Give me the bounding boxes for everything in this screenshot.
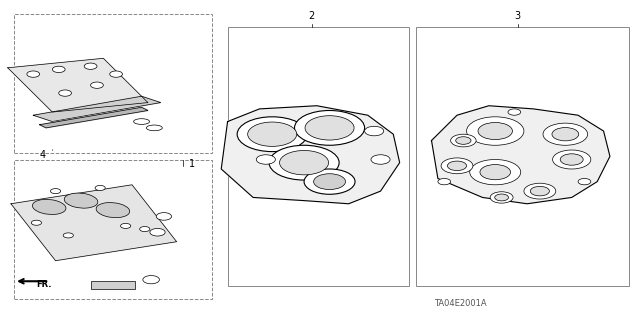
Ellipse shape <box>134 119 150 124</box>
Circle shape <box>495 194 509 201</box>
Ellipse shape <box>64 193 98 208</box>
Ellipse shape <box>33 199 66 214</box>
Circle shape <box>490 192 513 203</box>
Circle shape <box>456 137 471 144</box>
Circle shape <box>467 117 524 145</box>
Circle shape <box>27 71 40 77</box>
Circle shape <box>52 66 65 72</box>
Circle shape <box>59 90 72 96</box>
Circle shape <box>552 128 579 141</box>
Circle shape <box>438 178 451 185</box>
Circle shape <box>256 155 275 164</box>
Text: TA04E2001A: TA04E2001A <box>434 299 486 308</box>
Polygon shape <box>8 58 148 112</box>
Text: 2: 2 <box>308 11 315 21</box>
Text: FR.: FR. <box>36 280 52 289</box>
Circle shape <box>524 183 556 199</box>
Circle shape <box>120 223 131 228</box>
Circle shape <box>470 160 521 185</box>
Circle shape <box>371 155 390 164</box>
Ellipse shape <box>96 203 130 218</box>
Text: 1: 1 <box>189 160 195 169</box>
Circle shape <box>294 110 365 145</box>
Polygon shape <box>431 106 610 204</box>
Ellipse shape <box>147 125 163 131</box>
Bar <box>228 27 409 286</box>
Circle shape <box>31 220 42 225</box>
Polygon shape <box>33 96 161 122</box>
Circle shape <box>51 189 61 194</box>
Bar <box>14 14 212 153</box>
Circle shape <box>441 158 473 174</box>
Circle shape <box>140 226 150 232</box>
Circle shape <box>84 63 97 69</box>
Bar <box>91 281 135 289</box>
Circle shape <box>531 186 549 196</box>
Circle shape <box>91 82 103 88</box>
Circle shape <box>543 123 588 145</box>
Circle shape <box>478 122 513 140</box>
Bar <box>415 27 629 286</box>
Circle shape <box>480 165 511 180</box>
Circle shape <box>280 151 328 175</box>
Circle shape <box>365 126 384 136</box>
Circle shape <box>156 213 172 220</box>
Circle shape <box>451 134 476 147</box>
Polygon shape <box>40 107 148 128</box>
Circle shape <box>143 276 159 284</box>
Circle shape <box>560 154 583 165</box>
Polygon shape <box>11 185 177 261</box>
Circle shape <box>305 116 354 140</box>
Bar <box>14 160 212 299</box>
Circle shape <box>552 150 591 169</box>
Circle shape <box>63 233 74 238</box>
Circle shape <box>508 109 521 115</box>
Circle shape <box>150 228 165 236</box>
Text: 3: 3 <box>515 11 520 21</box>
Circle shape <box>109 71 122 77</box>
Polygon shape <box>221 106 399 204</box>
Text: 4: 4 <box>40 150 45 160</box>
Circle shape <box>237 117 307 152</box>
Circle shape <box>447 161 467 171</box>
Circle shape <box>578 178 591 185</box>
Circle shape <box>314 174 346 189</box>
Circle shape <box>269 145 339 180</box>
Circle shape <box>95 185 105 190</box>
Circle shape <box>248 122 297 146</box>
Circle shape <box>304 169 355 194</box>
